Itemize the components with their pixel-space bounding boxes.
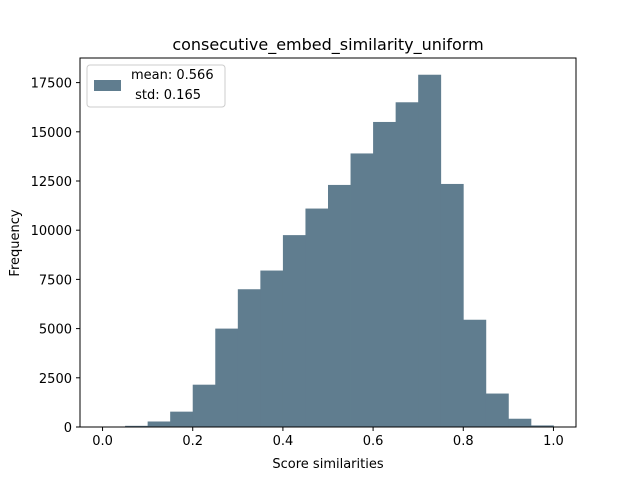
y-tick-label: 10000 xyxy=(31,224,72,239)
histogram-bar xyxy=(147,421,171,427)
histogram-bar xyxy=(485,393,509,427)
y-axis-title: Frequency xyxy=(8,209,23,276)
x-tick-label: 0.0 xyxy=(92,434,113,449)
bars-group xyxy=(102,74,554,428)
y-tick-label: 7500 xyxy=(39,273,72,288)
histogram-bar xyxy=(125,425,149,427)
x-tick-label: 0.8 xyxy=(453,434,474,449)
plot-frame xyxy=(79,57,577,428)
y-tick-label: 0 xyxy=(64,421,72,436)
x-axis-ticks: 0.0 0.2 0.4 0.6 0.8 1.0 xyxy=(92,427,564,449)
y-tick-label: 15000 xyxy=(31,126,72,141)
histogram-bar xyxy=(328,184,351,427)
histogram-bar xyxy=(418,74,442,427)
histogram-bar xyxy=(395,102,419,427)
histogram-bar xyxy=(215,328,239,427)
histogram-bar xyxy=(305,208,329,427)
y-tick-label: 2500 xyxy=(39,372,72,387)
x-tick-label: 0.2 xyxy=(182,434,203,449)
x-tick-label: 1.0 xyxy=(543,434,564,449)
histogram-bar xyxy=(282,235,306,427)
histogram-bar xyxy=(192,384,216,427)
histogram-bar xyxy=(508,418,532,427)
histogram-bar xyxy=(463,319,487,427)
y-tick-label: 17500 xyxy=(31,77,72,92)
histogram-bar xyxy=(170,411,194,427)
histogram-bar xyxy=(373,121,397,428)
y-tick-label: 12500 xyxy=(31,175,72,190)
legend-swatch xyxy=(94,80,121,91)
y-tick-label: 5000 xyxy=(39,323,72,338)
legend: mean: 0.566 std: 0.165 xyxy=(86,64,226,108)
histogram-bar xyxy=(260,270,284,427)
histogram-bar xyxy=(237,289,261,427)
x-tick-label: 0.4 xyxy=(273,434,294,449)
legend-label-std: std: 0.165 xyxy=(131,88,201,103)
chart-title: consecutive_embed_similarity_uniform xyxy=(172,35,483,55)
legend-box xyxy=(86,64,226,108)
x-tick-label: 0.6 xyxy=(363,434,384,449)
legend-label-mean: mean: 0.566 xyxy=(131,68,214,83)
histogram-bar xyxy=(530,425,554,427)
histogram-bar xyxy=(350,153,374,427)
y-axis-ticks: 0 2500 5000 7500 10000 12500 15000 17500 xyxy=(31,77,80,436)
histogram-bar xyxy=(440,183,464,427)
x-axis-title: Score similarities xyxy=(272,457,383,472)
